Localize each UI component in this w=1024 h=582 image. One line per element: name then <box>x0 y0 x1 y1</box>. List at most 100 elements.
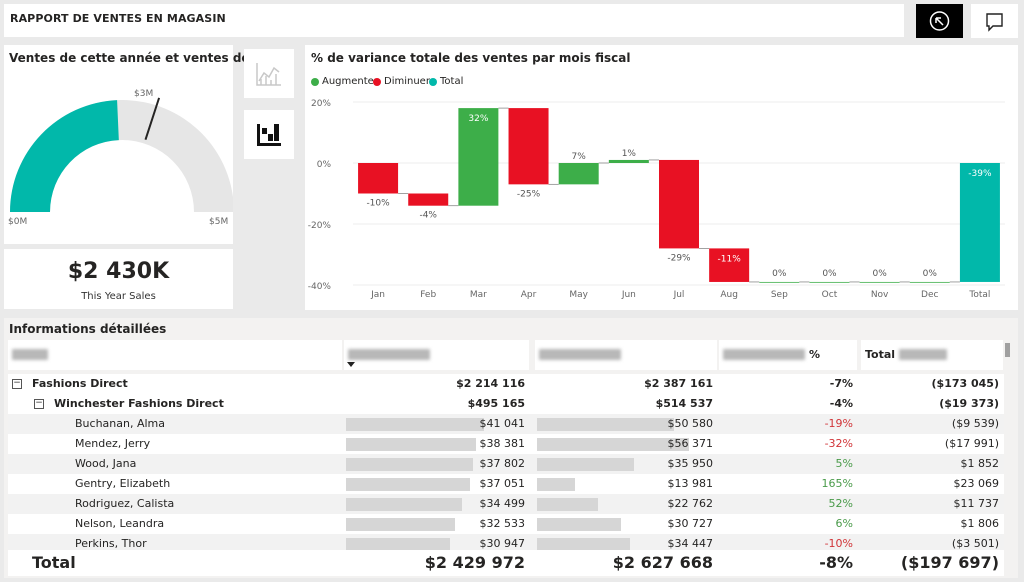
data-bar <box>537 478 575 491</box>
waterfall-toggle-button[interactable] <box>244 110 294 159</box>
waterfall-bar <box>809 281 850 283</box>
x-tick-label: Mar <box>470 290 487 300</box>
column-header-this-year[interactable] <box>344 340 529 370</box>
column-header-total-variance[interactable]: Total <box>861 340 1003 370</box>
table-cell: ($17 991) <box>944 437 999 450</box>
table-cell: Buchanan, Alma <box>75 417 165 430</box>
table-row[interactable]: Mendez, Jerry $38 381 $56 371 -32% ($17 991) <box>8 434 1006 454</box>
x-tick-label: Sep <box>771 290 788 300</box>
table-cell: $34 499 <box>479 497 526 510</box>
data-bar <box>346 418 484 431</box>
total-row[interactable]: Total $2 429 972 $2 627 668 -8% ($197 697) <box>8 550 1006 576</box>
x-tick-label: Total <box>968 290 990 300</box>
data-label: 0% <box>822 269 837 279</box>
table-cell: Fashions Direct <box>32 377 128 390</box>
gauge-target-marker <box>144 97 161 141</box>
collapse-icon[interactable]: − <box>12 378 22 389</box>
group-row[interactable]: − Winchester Fashions Direct $495 165 $514 … <box>8 394 1006 414</box>
legend-item-augmenter[interactable]: Augmenter <box>311 76 378 87</box>
waterfall-bar <box>859 281 900 283</box>
y-tick-label: 0% <box>317 160 332 170</box>
group-row[interactable]: − Fashions Direct $2 214 116 $2 387 161 -7% (… <box>8 374 1006 394</box>
table-title: Informations détaillées <box>9 322 167 336</box>
table-cell: $13 981 <box>667 477 714 490</box>
table-cell: $1 806 <box>960 517 1000 530</box>
table-row[interactable]: Gentry, Elizabeth $37 051 $13 981 165% $23 0… <box>8 474 1006 494</box>
legend-dot-icon <box>429 77 437 86</box>
column-header-name[interactable] <box>8 340 342 370</box>
gauge-min-label: $0M <box>8 217 27 227</box>
legend-label: Diminuer <box>384 76 430 87</box>
waterfall-bar <box>408 193 449 206</box>
back-button[interactable] <box>916 4 963 38</box>
table-cell: -32% <box>824 437 853 450</box>
data-bar <box>346 498 462 511</box>
table-scrollbar[interactable] <box>1004 342 1011 578</box>
waterfall-bar <box>709 248 750 282</box>
data-label: -10% <box>366 199 390 209</box>
table-cell: -4% <box>829 397 853 410</box>
gauge-max-label: $5M <box>209 217 228 227</box>
data-bar <box>346 458 473 471</box>
data-bar <box>537 538 630 551</box>
table-row[interactable]: Buchanan, Alma $41 041 $50 580 -19% ($9 539) <box>8 414 1006 434</box>
gauge-fill <box>10 100 119 212</box>
data-bar <box>537 498 598 511</box>
y-tick-label: -40% <box>308 282 332 292</box>
data-bar <box>346 438 476 451</box>
kpi-label: This Year Sales <box>81 291 156 302</box>
table-cell: $41 041 <box>479 417 526 430</box>
table-cell: $37 051 <box>479 477 526 490</box>
table-cell: -10% <box>824 537 853 550</box>
x-tick-label: Jun <box>621 290 636 300</box>
report-title: RAPPORT DE VENTES EN MAGASIN <box>10 12 226 25</box>
table-cell: Winchester Fashions Direct <box>54 397 224 410</box>
table-row[interactable]: Perkins, Thor $30 947 $34 447 -10% ($3 501) <box>8 534 1006 554</box>
x-tick-label: Nov <box>871 290 889 300</box>
waterfall-title: % de variance totale des ventes par mois… <box>311 51 631 65</box>
data-label: 7% <box>572 152 587 162</box>
table-cell: $11 737 <box>953 497 1000 510</box>
x-tick-label: Jul <box>673 290 685 300</box>
data-label: 0% <box>923 269 938 279</box>
kpi-card[interactable]: $2 430K This Year Sales <box>4 249 233 309</box>
comment-button[interactable] <box>971 4 1018 38</box>
column-header-last-year[interactable] <box>535 340 717 370</box>
table-row[interactable]: Wood, Jana $37 802 $35 950 5% $1 852 <box>8 454 1006 474</box>
table-cell: $34 447 <box>667 537 714 550</box>
collapse-icon[interactable]: − <box>34 398 44 409</box>
data-bar <box>537 418 674 431</box>
table-cell: $30 947 <box>479 537 526 550</box>
back-arrow-icon <box>929 11 950 31</box>
details-table[interactable]: Informations détaillées % Total − Fashion… <box>4 318 1018 578</box>
table-cell: -19% <box>824 417 853 430</box>
data-label: 0% <box>772 269 787 279</box>
gauge-card[interactable]: Ventes de cette année et ventes de l'...… <box>4 45 275 244</box>
x-tick-label: Dec <box>921 290 938 300</box>
x-tick-label: Jan <box>370 290 385 300</box>
table-cell: ($9 539) <box>951 417 999 430</box>
column-header-variance-pct[interactable]: % <box>719 340 857 370</box>
table-row[interactable]: Nelson, Leandra $32 533 $30 727 6% $1 806 <box>8 514 1006 534</box>
waterfall-card[interactable]: % de variance totale des ventes par mois… <box>305 45 1018 310</box>
x-tick-label: Feb <box>420 290 436 300</box>
table-cell: $37 802 <box>479 457 526 470</box>
line-chart-toggle-button[interactable] <box>244 49 294 98</box>
legend-item-diminuer[interactable]: Diminuer <box>373 76 430 87</box>
table-cell: $35 950 <box>667 457 714 470</box>
table-cell: $30 727 <box>667 517 714 530</box>
table-cell: Gentry, Elizabeth <box>75 477 171 490</box>
table-cell: $2 387 161 <box>644 377 713 390</box>
legend-item-total[interactable]: Total <box>429 76 463 87</box>
table-cell: Mendez, Jerry <box>75 437 151 450</box>
waterfall-bar <box>759 281 800 283</box>
table-scroll-thumb[interactable] <box>1005 343 1010 357</box>
table-cell: $495 165 <box>467 397 525 410</box>
waterfall-chart-icon <box>257 124 281 146</box>
table-cell: Wood, Jana <box>75 457 137 470</box>
table-row[interactable]: Rodriguez, Calista $34 499 $22 762 52% $11 7… <box>8 494 1006 514</box>
table-cell: $56 371 <box>667 437 714 450</box>
table-cell: $2 627 668 <box>612 553 713 572</box>
table-cell: $22 762 <box>667 497 714 510</box>
legend-label: Total <box>440 76 464 87</box>
